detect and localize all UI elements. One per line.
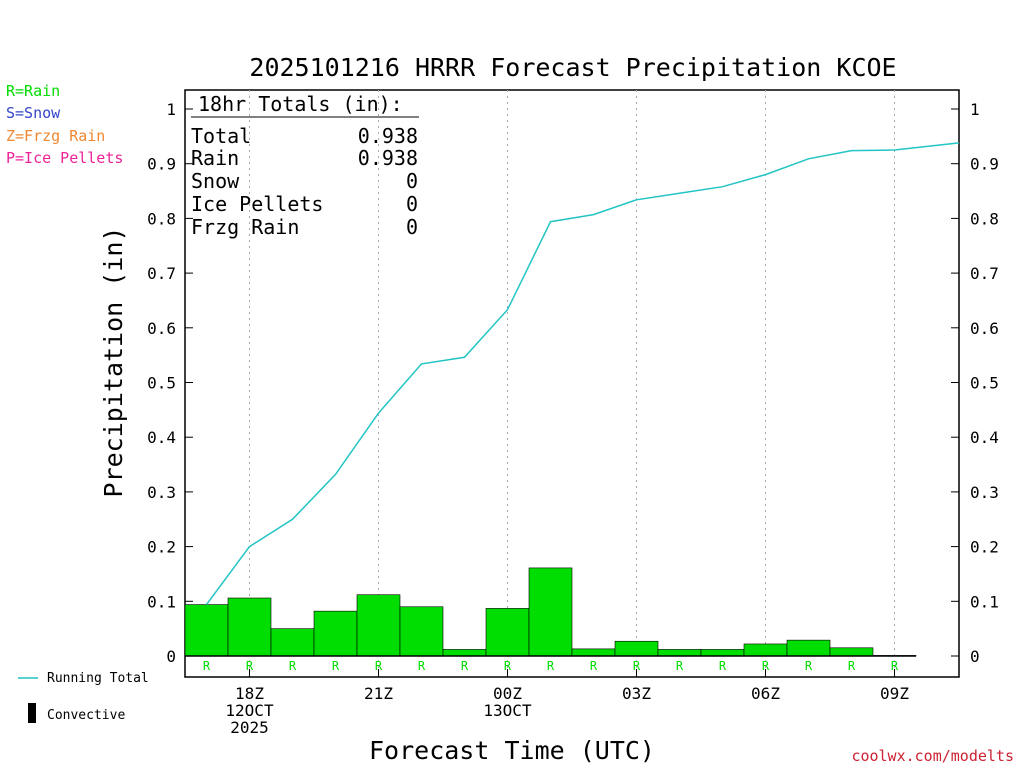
convective-legend-swatch <box>28 703 36 723</box>
legend-ice-pellets: P=Ice Pellets <box>6 149 123 167</box>
ptype-label-5: R <box>418 659 426 673</box>
legend-snow: S=Snow <box>6 104 61 122</box>
x-tick-label-0-2: 2025 <box>230 718 269 737</box>
running-total-line-group <box>205 142 960 606</box>
x-tick-label-1-0: 21Z <box>364 684 393 703</box>
y-tick-label-right-0: 0 <box>970 647 980 666</box>
ptype-label-13: R <box>762 659 770 673</box>
totals-value-frzg-rain: 0 <box>406 215 418 239</box>
rain-bar-2 <box>270 628 315 657</box>
ptype-label-8: R <box>547 659 555 673</box>
y-tick-label-left-9: 0.9 <box>147 155 176 174</box>
totals-label-snow: Snow <box>191 169 240 193</box>
y-tick-label-left-8: 0.8 <box>147 209 176 228</box>
ptype-label-12: R <box>719 659 727 673</box>
ptype-label-4: R <box>375 659 383 673</box>
rain-bar-14 <box>786 639 831 657</box>
y-axis-ticks: 0 00.1 0.10.2 0.20.3 0.30.4 0.40.5 0.50.6 0.60.… <box>147 100 999 666</box>
ptype-label-6: R <box>461 659 469 673</box>
y-tick-label-right-2: 0.2 <box>970 538 999 557</box>
rain-bar-5 <box>399 606 444 657</box>
y-tick-label-right-8: 0.8 <box>970 209 999 228</box>
totals-value-snow: 0 <box>406 169 418 193</box>
x-tick-label-3-0: 03Z <box>622 684 651 703</box>
rain-bar-10 <box>614 640 659 657</box>
totals-label-total: Total <box>191 124 251 148</box>
rain-bar-12 <box>700 649 745 657</box>
y-tick-label-left-6: 0.6 <box>147 319 176 338</box>
y-tick-label-right-7: 0.7 <box>970 264 999 283</box>
totals-value-total: 0.938 <box>358 124 418 148</box>
totals-title: 18hr Totals (in): <box>198 92 403 116</box>
rain-bar-8 <box>528 567 573 657</box>
ptype-label-7: R <box>504 659 512 673</box>
rain-bars <box>184 567 917 657</box>
ptype-label-15: R <box>848 659 856 673</box>
y-tick-label-left-4: 0.4 <box>147 428 176 447</box>
rain-bar-6 <box>442 649 487 657</box>
y-tick-label-right-5: 0.5 <box>970 374 999 393</box>
ptype-label-9: R <box>590 659 598 673</box>
rain-bar-13 <box>743 643 788 657</box>
ptype-label-2: R <box>289 659 297 673</box>
x-tick-label-5-0: 09Z <box>880 684 909 703</box>
running-total-legend-label: Running Total <box>47 671 149 686</box>
x-axis-title: Forecast Time (UTC) <box>369 736 655 765</box>
rain-bar-4 <box>356 594 401 657</box>
y-tick-label-left-10: 1 <box>166 100 176 119</box>
x-tick-label-2-0: 00Z <box>493 684 522 703</box>
totals-label-rain: Rain <box>191 146 239 170</box>
x-tick-label-0-1: 12OCT <box>225 701 274 720</box>
totals-value-ice-pellets: 0 <box>406 192 418 216</box>
chart-title: 2025101216 HRRR Forecast Precipitation K… <box>249 53 896 82</box>
plot-frame <box>184 89 960 678</box>
grid-lines <box>249 90 895 677</box>
y-tick-label-right-1: 0.1 <box>970 592 999 611</box>
y-tick-label-left-3: 0.3 <box>147 483 176 502</box>
x-tick-label-2-1: 13OCT <box>483 701 532 720</box>
totals-value-rain: 0.938 <box>358 146 418 170</box>
rain-bar-9 <box>571 648 616 657</box>
y-tick-label-right-10: 1 <box>970 100 980 119</box>
ptype-label-10: R <box>633 659 641 673</box>
ptype-label-3: R <box>332 659 340 673</box>
rain-bar-15 <box>829 647 874 657</box>
credit-text: coolwx.com/modelts <box>851 747 1014 765</box>
rain-bar-1 <box>227 597 272 657</box>
totals-label-ice-pellets: Ice Pellets <box>191 192 323 216</box>
x-tick-label-0-0: 18Z <box>235 684 264 703</box>
ptype-label-11: R <box>676 659 684 673</box>
x-tick-label-4-0: 06Z <box>751 684 780 703</box>
rain-bar-0 <box>184 604 229 657</box>
ptype-label-14: R <box>805 659 813 673</box>
rain-bar-7 <box>485 608 530 657</box>
y-tick-label-right-9: 0.9 <box>970 155 999 174</box>
y-tick-label-left-2: 0.2 <box>147 538 176 557</box>
rain-bar-11 <box>657 649 702 657</box>
legend-rain: R=Rain <box>6 82 60 100</box>
ptype-label-0: R <box>203 659 211 673</box>
y-tick-label-left-0: 0 <box>166 647 176 666</box>
totals-box: 18hr Totals (in): Total 0.938 Rain 0.938… <box>191 92 419 239</box>
rain-bar-3 <box>313 610 358 657</box>
y-tick-label-left-1: 0.1 <box>147 592 176 611</box>
y-tick-label-right-6: 0.6 <box>970 319 999 338</box>
legend-frzg-rain: Z=Frzg Rain <box>6 127 105 145</box>
y-axis-title: Precipitation (in) <box>99 227 128 498</box>
totals-label-frzg-rain: Frzg Rain <box>191 215 299 239</box>
y-tick-label-left-7: 0.7 <box>147 264 176 283</box>
ptype-label-1: R <box>246 659 254 673</box>
convective-legend-label: Convective <box>47 708 125 723</box>
ptype-label-16: R <box>891 659 899 673</box>
y-tick-label-right-4: 0.4 <box>970 428 999 447</box>
y-tick-label-left-5: 0.5 <box>147 374 176 393</box>
running-total-line <box>205 142 960 606</box>
y-tick-label-right-3: 0.3 <box>970 483 999 502</box>
